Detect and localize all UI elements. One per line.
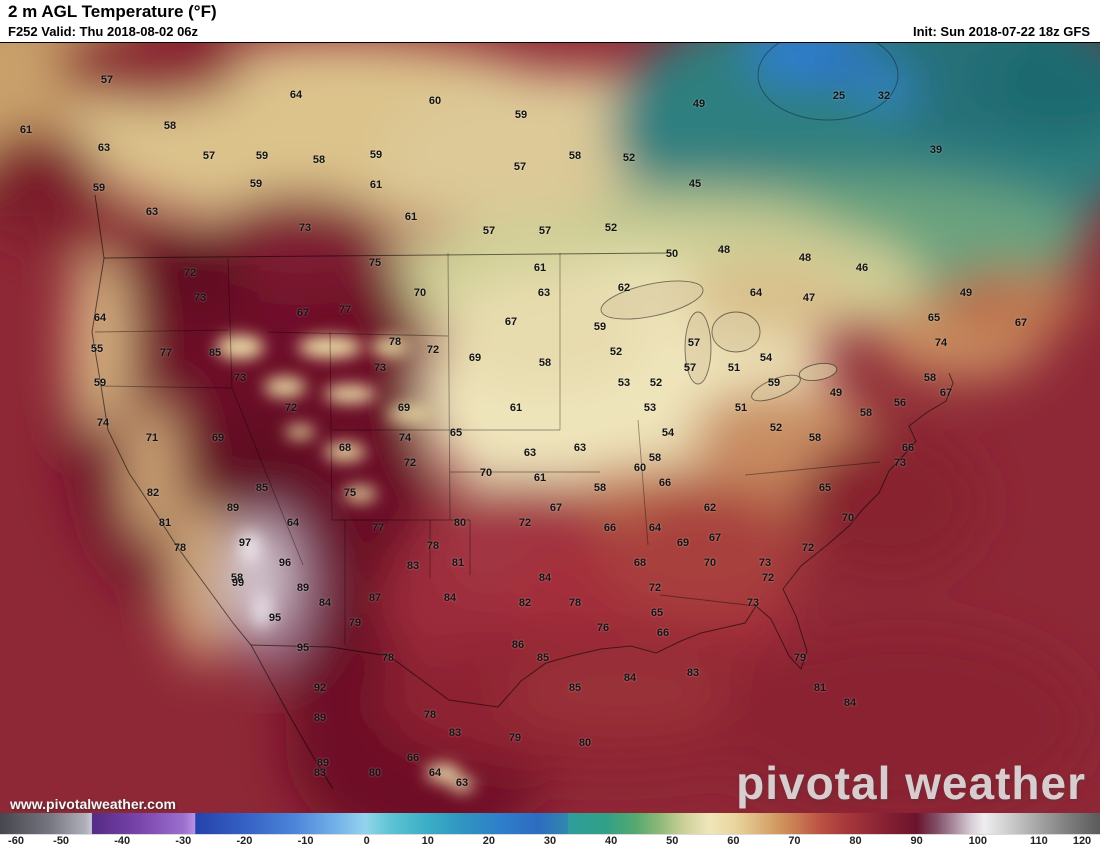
brand-watermark: pivotal weather	[736, 757, 1086, 809]
colorbar-tick: 20	[482, 835, 495, 847]
colorbar-tick: 0	[363, 835, 370, 847]
coastline-borders	[91, 42, 954, 790]
colorbar-tick: 30	[543, 835, 557, 847]
colorbar-tick: 120	[1072, 835, 1092, 847]
colorbar-tick: -40	[114, 835, 131, 847]
temperature-field-map	[0, 42, 1100, 813]
colorbar-tick: 110	[1030, 835, 1048, 847]
colorbar-tick: -20	[236, 835, 253, 847]
colorbar-tick: 70	[788, 835, 801, 847]
colorbar-tick: 10	[421, 835, 434, 847]
temperature-colorbar: -60 -50 -40 -30 -20 -10 0 10 20 30 40 50 60 70 80 90 100…	[0, 813, 1100, 850]
colorbar-tick: -10	[297, 835, 314, 847]
state-borders	[94, 252, 881, 645]
colorbar-tick: 80	[849, 835, 862, 847]
field-detail-blobs	[216, 335, 475, 792]
great-lakes	[600, 280, 838, 402]
colorbar-tick: -50	[53, 835, 70, 847]
colorbar-tick: 100	[968, 835, 987, 847]
colorbar-tick: 50	[666, 835, 679, 847]
colorbar-tick-labels: -60 -50 -40 -30 -20 -10 0 10 20 30 40 50 60 70 80 90 100…	[0, 835, 1100, 850]
colorbar-gradient	[0, 813, 1100, 835]
site-url-watermark: www.pivotalweather.com	[10, 796, 176, 812]
page-title: 2 m AGL Temperature (°F)	[8, 2, 217, 21]
valid-time-label: F252 Valid: Thu 2018-08-02 06z	[8, 24, 199, 39]
colorbar-tick: -60	[8, 835, 24, 847]
colorbar-tick: -30	[175, 835, 192, 847]
map-header: 2 m AGL Temperature (°F) F252 Valid: Thu…	[0, 0, 1100, 42]
colorbar-tick: 90	[910, 835, 923, 847]
colorbar-tick: 40	[604, 835, 618, 847]
init-time-label: Init: Sun 2018-07-22 18z GFS	[912, 24, 1090, 39]
colorbar-tick: 60	[727, 835, 740, 847]
